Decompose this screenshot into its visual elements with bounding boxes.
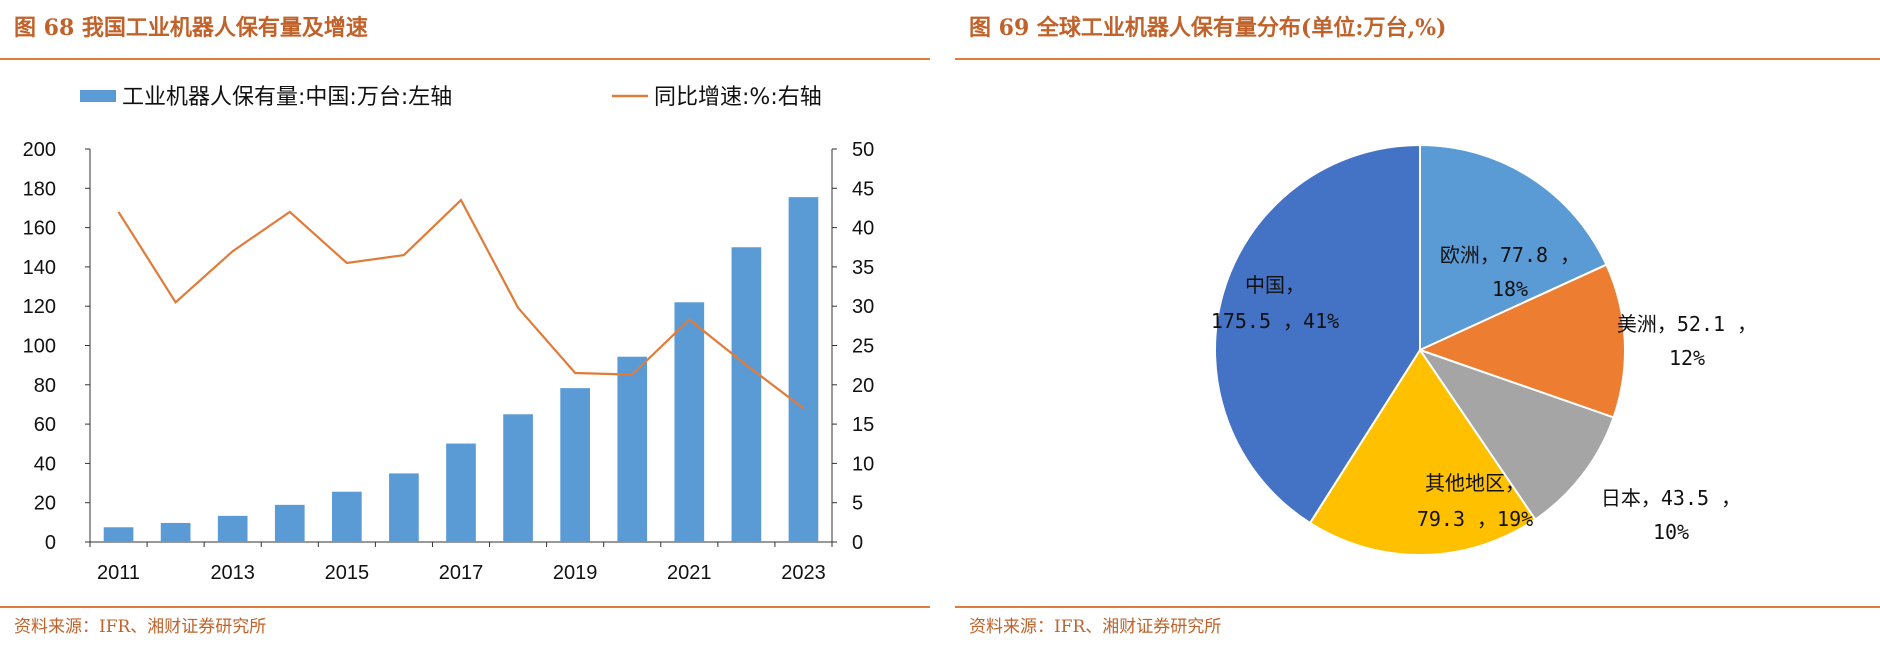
bar (332, 491, 362, 542)
left-source-note: 资料来源：IFR、湘财证券研究所 (14, 617, 267, 637)
bar (217, 515, 248, 542)
legend-label-bar: 工业机器人保有量:中国:万台:左轴 (122, 85, 452, 110)
x-tick-label: 2015 (325, 562, 370, 584)
pie-label-line1: 美洲，52.1 ， (1617, 312, 1757, 336)
pie-slice (1417, 348, 1615, 521)
bar (160, 522, 191, 542)
y-left-tick-label: 40 (34, 453, 56, 475)
y-left-tick-label: 0 (45, 532, 56, 554)
bar-line-chart: 工业机器人保有量:中国:万台:左轴 同比增速:%:右轴02040608010012… (23, 85, 875, 584)
legend-label-line: 同比增速:%:右轴 (654, 85, 822, 110)
x-tick-label: 2021 (667, 562, 712, 584)
y-left-tick-label: 100 (23, 336, 56, 358)
bar (103, 527, 134, 542)
bar (503, 414, 533, 542)
right-source-note: 资料来源：IFR、湘财证券研究所 (969, 617, 1222, 637)
y-left-tick-label: 200 (23, 139, 56, 161)
pie-label-line2: 18% (1492, 277, 1528, 301)
bar (617, 356, 648, 542)
pie-label-line1: 欧洲，77.8 ， (1440, 243, 1580, 267)
y-right-tick-label: 10 (852, 453, 874, 475)
left-title-rule (0, 58, 930, 60)
y-left-tick-label: 20 (34, 493, 56, 515)
x-tick-label: 2019 (553, 562, 598, 584)
pie-slice (1214, 143, 1421, 525)
bar (446, 443, 476, 542)
bar (674, 302, 705, 542)
y-right-tick-label: 5 (852, 493, 863, 515)
right-figure-panel: 图 69 全球工业机器人保有量分布(单位:万台,%) 欧洲，77.8 ， 18% 美… (955, 0, 1880, 658)
y-right-tick-label: 15 (852, 414, 874, 436)
x-tick-label: 2017 (439, 562, 484, 584)
pie-label-line1: 日本，43.5 ， (1601, 486, 1741, 510)
left-source-rule (0, 606, 930, 608)
left-figure-title: 图 68 我国工业机器人保有量及增速 (14, 15, 368, 41)
y-right-tick-label: 50 (852, 139, 874, 161)
pie-label-line1: 中国， (1245, 273, 1305, 297)
bar (788, 197, 819, 542)
legend-swatch-bar (80, 90, 116, 102)
bar (560, 388, 590, 542)
y-right-tick-label: 25 (852, 336, 874, 358)
y-left-tick-label: 80 (34, 375, 56, 397)
pie-label-line2: 12% (1669, 346, 1705, 370)
pie-slice (1419, 143, 1608, 352)
pie-slice (1417, 263, 1626, 419)
right-title-rule (955, 58, 1880, 60)
right-figure-title: 图 69 全球工业机器人保有量分布(单位:万台,%) (969, 15, 1447, 41)
bar (731, 247, 762, 542)
x-tick-label: 2013 (210, 562, 255, 584)
pie-label-line2: 79.3 ，19% (1417, 507, 1533, 531)
y-right-tick-label: 45 (852, 178, 874, 200)
pie-slice (1308, 348, 1537, 556)
pie-label-line2: 10% (1653, 520, 1689, 544)
y-right-tick-label: 35 (852, 257, 874, 279)
y-left-tick-label: 160 (23, 218, 56, 240)
right-source-rule (955, 606, 1880, 608)
y-right-tick-label: 20 (852, 375, 874, 397)
y-left-tick-label: 140 (23, 257, 56, 279)
pie-label-line2: 175.5 ，41% (1211, 309, 1339, 333)
y-left-tick-label: 180 (23, 178, 56, 200)
y-right-tick-label: 40 (852, 218, 874, 240)
y-left-tick-label: 60 (34, 414, 56, 436)
pie-label-line1: 其他地区， (1425, 471, 1525, 495)
y-right-tick-label: 0 (852, 532, 863, 554)
bar (274, 504, 305, 542)
y-left-tick-label: 120 (23, 296, 56, 318)
x-tick-label: 2011 (97, 562, 140, 584)
left-figure-panel: 图 68 我国工业机器人保有量及增速 工业机器人保有量:中国:万台:左轴 同比增速… (0, 0, 930, 658)
pie-chart: 欧洲，77.8 ， 18% 美洲，52.1 ， 12% 日本，43.5 ， 10% 其他地区… (1211, 143, 1757, 556)
growth-rate-line (117, 198, 805, 410)
x-tick-label: 2023 (781, 562, 826, 584)
y-right-tick-label: 30 (852, 296, 874, 318)
bar (389, 473, 419, 542)
